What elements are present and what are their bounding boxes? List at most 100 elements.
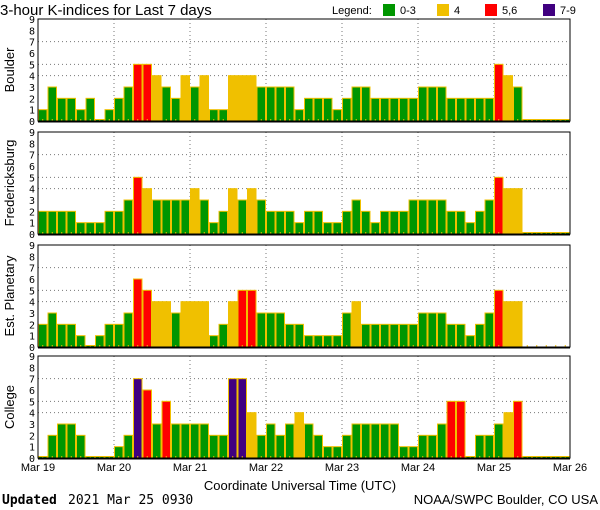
- bar: [199, 423, 209, 459]
- y-tick-label: 0: [29, 117, 35, 128]
- source-label: NOAA/SWPC Boulder, CO USA: [414, 492, 599, 507]
- legend-label: Legend:: [332, 5, 372, 17]
- bar: [513, 86, 523, 122]
- bar: [370, 323, 380, 348]
- bar: [218, 323, 228, 348]
- legend-swatch: [383, 4, 395, 16]
- bar: [218, 434, 228, 459]
- bar: [66, 423, 76, 459]
- bar: [142, 63, 152, 122]
- bar: [399, 210, 409, 235]
- y-tick-label: 4: [29, 185, 35, 196]
- station-label: Boulder: [2, 47, 17, 92]
- legend-swatch: [437, 4, 449, 16]
- bar: [47, 86, 57, 122]
- bar: [57, 210, 67, 235]
- bar: [180, 199, 190, 235]
- bar: [142, 389, 152, 459]
- y-tick-label: 4: [29, 72, 35, 83]
- bar: [247, 75, 257, 122]
- bar: [342, 97, 352, 122]
- bar: [218, 210, 228, 235]
- y-tick-label: 9: [29, 128, 35, 139]
- bar: [494, 63, 504, 122]
- bar: [513, 188, 523, 235]
- bar: [171, 312, 181, 348]
- bar: [370, 97, 380, 122]
- bar: [256, 199, 266, 235]
- bar: [446, 400, 456, 459]
- bar: [418, 86, 428, 122]
- legend: Legend: 0-3 4 5,6 7-9: [332, 4, 576, 17]
- y-tick-label: 7: [29, 375, 35, 386]
- bar: [190, 188, 200, 235]
- bar: [484, 312, 494, 348]
- bar: [342, 210, 352, 235]
- bar: [361, 323, 371, 348]
- x-tick-label: Mar 22: [249, 462, 283, 474]
- bar: [180, 423, 190, 459]
- y-tick-label: 5: [29, 286, 35, 297]
- x-axis-label: Coordinate Universal Time (UTC): [204, 478, 396, 493]
- y-tick-label: 8: [29, 363, 35, 374]
- bar: [228, 301, 238, 348]
- bar: [418, 434, 428, 459]
- bar: [513, 301, 523, 348]
- bar: [256, 312, 266, 348]
- bar: [57, 323, 67, 348]
- bar: [57, 423, 67, 459]
- bar: [199, 75, 209, 122]
- bar: [38, 210, 48, 235]
- bar: [494, 423, 504, 459]
- bar: [142, 188, 152, 235]
- chart-title: 3-hour K-indices for Last 7 days: [0, 2, 212, 19]
- y-tick-label: 2: [29, 207, 35, 218]
- bar: [123, 312, 133, 348]
- y-tick-label: 6: [29, 386, 35, 397]
- bar: [275, 86, 285, 122]
- y-tick-label: 7: [29, 38, 35, 49]
- legend-entry: 7-9: [560, 5, 576, 17]
- bar: [237, 75, 247, 122]
- bar: [456, 323, 466, 348]
- bar: [47, 312, 57, 348]
- bar: [361, 423, 371, 459]
- bar: [256, 434, 266, 459]
- bar: [304, 97, 314, 122]
- bar: [342, 312, 352, 348]
- x-tick-label: Mar 23: [325, 462, 359, 474]
- bar: [389, 423, 399, 459]
- y-tick-label: 2: [29, 320, 35, 331]
- x-tick-label: Mar 24: [401, 462, 435, 474]
- bar: [427, 312, 437, 348]
- legend-entry: 4: [454, 5, 460, 17]
- updated-value: 2021 Mar 25 0930: [68, 493, 193, 508]
- bar: [389, 210, 399, 235]
- bar: [313, 434, 323, 459]
- bar: [446, 210, 456, 235]
- bar: [484, 199, 494, 235]
- bar: [133, 278, 143, 348]
- bar: [351, 301, 361, 348]
- y-tick-label: 3: [29, 420, 35, 431]
- bar: [66, 323, 76, 348]
- bar: [475, 323, 485, 348]
- y-tick-label: 8: [29, 139, 35, 150]
- y-tick-label: 9: [29, 352, 35, 363]
- bar: [180, 301, 190, 348]
- y-tick-label: 0: [29, 454, 35, 465]
- bar: [503, 412, 513, 459]
- bar: [418, 199, 428, 235]
- bar: [304, 423, 314, 459]
- y-tick-label: 1: [29, 443, 35, 454]
- legend-swatch: [485, 4, 497, 16]
- bar: [361, 86, 371, 122]
- bar: [209, 434, 219, 459]
- bar: [427, 86, 437, 122]
- legend-swatch: [543, 4, 555, 16]
- bar: [503, 188, 513, 235]
- y-tick-label: 1: [29, 106, 35, 117]
